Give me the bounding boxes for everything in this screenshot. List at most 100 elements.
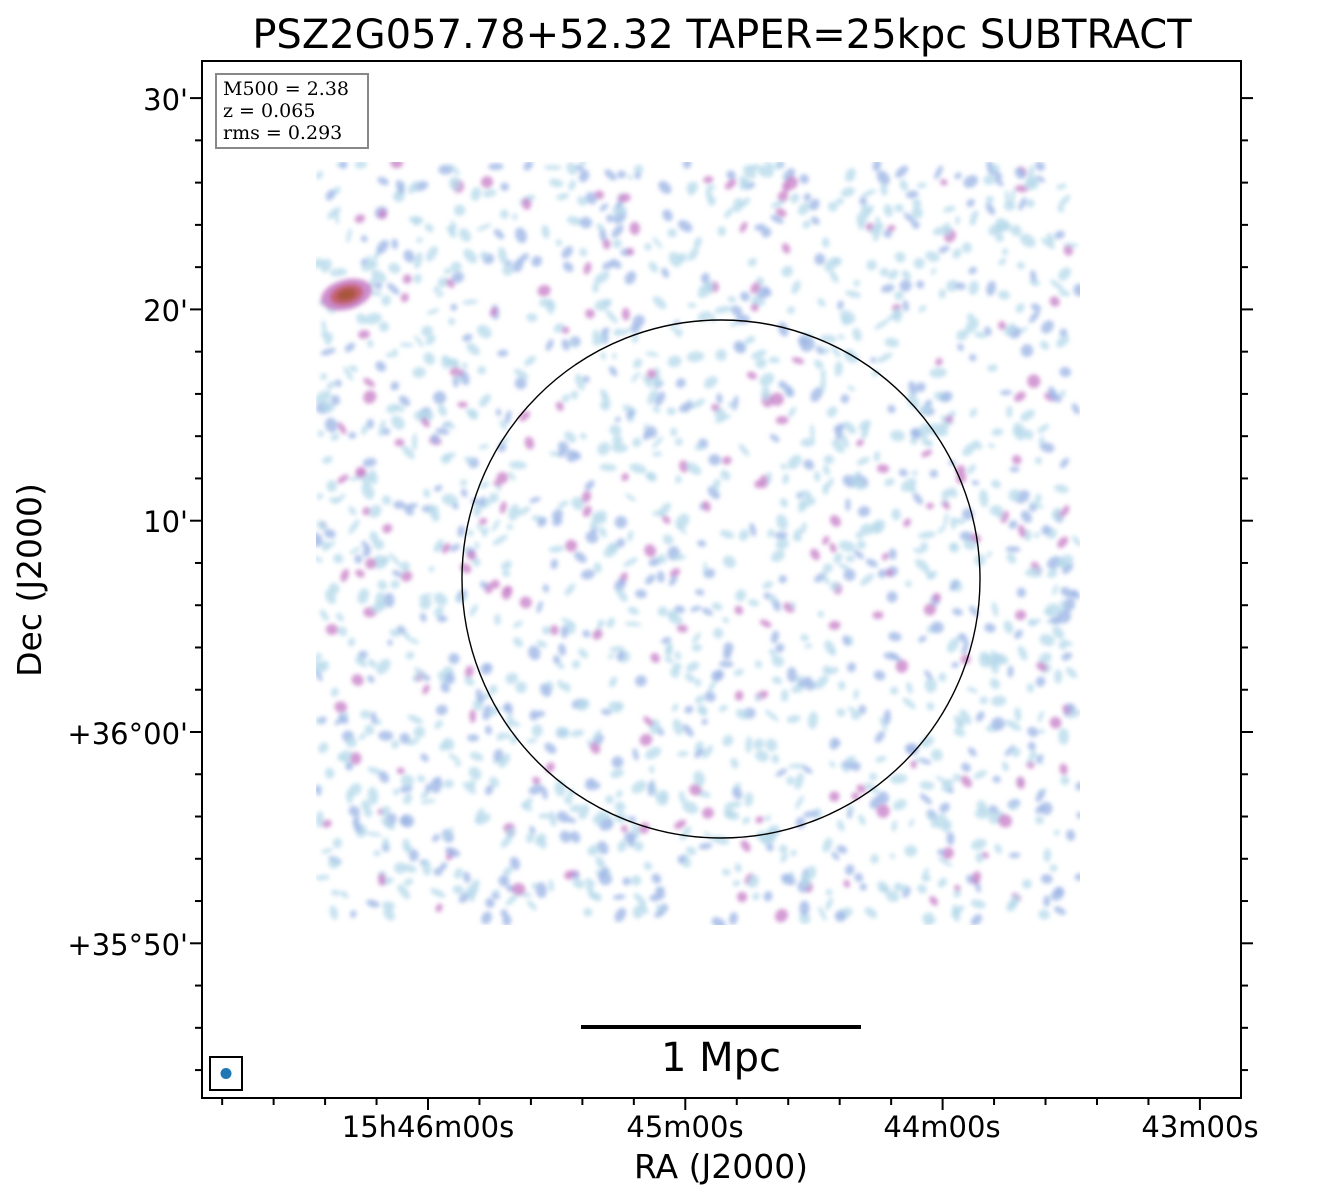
noise-speck bbox=[877, 569, 888, 579]
noise-speck bbox=[448, 227, 457, 239]
noise-speck bbox=[938, 245, 950, 254]
noise-speck bbox=[541, 786, 548, 800]
noise-speck bbox=[775, 162, 782, 170]
noise-speck bbox=[1014, 391, 1026, 402]
noise-speck bbox=[645, 574, 656, 585]
noise-speck bbox=[645, 425, 658, 439]
noise-speck bbox=[755, 816, 764, 824]
noise-speck bbox=[1039, 340, 1050, 350]
noise-speck bbox=[407, 714, 424, 724]
noise-speck bbox=[538, 813, 551, 819]
noise-speck bbox=[762, 286, 772, 297]
noise-speck bbox=[316, 258, 325, 269]
noise-speck bbox=[1035, 804, 1045, 814]
noise-speck bbox=[484, 725, 493, 735]
noise-speck bbox=[883, 229, 893, 238]
noise-speck bbox=[921, 437, 930, 446]
noise-speck bbox=[367, 659, 378, 669]
noise-speck bbox=[518, 410, 531, 422]
noise-speck bbox=[948, 487, 958, 498]
x-tick-labels: 15h46m00s 45m00s 44m00s 43m00s bbox=[342, 1110, 1259, 1144]
noise-speck bbox=[990, 653, 1009, 665]
noise-speck bbox=[449, 164, 460, 176]
noise-speck bbox=[453, 868, 463, 879]
noise-speck bbox=[973, 770, 988, 780]
noise-speck bbox=[1040, 874, 1053, 884]
noise-speck bbox=[570, 729, 585, 738]
noise-speck bbox=[622, 877, 631, 886]
noise-speck bbox=[949, 580, 960, 591]
noise-speck bbox=[748, 599, 760, 607]
noise-speck bbox=[316, 785, 322, 797]
noise-speck bbox=[652, 296, 667, 310]
noise-speck bbox=[876, 352, 893, 363]
noise-speck bbox=[829, 515, 841, 527]
noise-speck bbox=[320, 372, 327, 381]
noise-speck bbox=[695, 589, 705, 596]
noise-speck bbox=[875, 755, 887, 763]
noise-speck bbox=[1076, 811, 1080, 819]
noise-speck bbox=[1022, 879, 1032, 889]
noise-speck bbox=[657, 606, 668, 617]
x-tick-label: 44m00s bbox=[883, 1110, 1000, 1144]
noise-speck bbox=[856, 439, 864, 447]
noise-speck bbox=[632, 437, 642, 448]
noise-speck bbox=[407, 738, 420, 746]
noise-speck bbox=[349, 546, 362, 555]
noise-speck bbox=[1014, 629, 1023, 639]
noise-speck bbox=[674, 651, 682, 660]
noise-speck bbox=[477, 365, 486, 375]
noise-speck bbox=[316, 520, 328, 531]
noise-speck bbox=[679, 402, 694, 413]
noise-speck bbox=[634, 172, 642, 180]
noise-speck bbox=[744, 792, 754, 807]
noise-speck bbox=[600, 708, 612, 716]
noise-speck bbox=[506, 712, 513, 729]
noise-speck bbox=[662, 515, 671, 525]
noise-speck bbox=[678, 220, 693, 233]
noise-speck bbox=[1054, 230, 1065, 240]
noise-speck bbox=[588, 893, 599, 899]
noise-speck bbox=[998, 814, 1013, 828]
noise-speck bbox=[698, 282, 716, 290]
noise-speck bbox=[399, 342, 414, 348]
noise-speck bbox=[613, 328, 622, 337]
noise-speck bbox=[955, 215, 960, 226]
noise-speck bbox=[939, 802, 950, 813]
noise-speck bbox=[722, 617, 730, 624]
noise-speck bbox=[629, 221, 641, 235]
noise-speck bbox=[790, 601, 796, 609]
noise-speck bbox=[711, 602, 723, 611]
noise-speck bbox=[966, 686, 978, 694]
noise-speck bbox=[755, 357, 767, 369]
noise-speck bbox=[714, 669, 725, 681]
noise-speck bbox=[459, 228, 471, 242]
noise-speck bbox=[497, 349, 509, 357]
noise-speck bbox=[499, 419, 507, 431]
noise-speck bbox=[983, 175, 995, 185]
noise-speck bbox=[834, 361, 843, 377]
noise-speck bbox=[922, 912, 934, 923]
noise-speck bbox=[835, 197, 844, 205]
noise-speck bbox=[1053, 669, 1063, 684]
noise-speck bbox=[433, 538, 443, 552]
noise-speck bbox=[329, 905, 338, 921]
noise-speck bbox=[524, 436, 535, 450]
noise-speck bbox=[608, 701, 622, 713]
noise-speck bbox=[954, 518, 966, 525]
noise-speck bbox=[1066, 703, 1076, 713]
noise-speck bbox=[608, 366, 618, 377]
noise-speck bbox=[667, 228, 677, 238]
noise-speck bbox=[766, 843, 774, 852]
noise-speck bbox=[813, 471, 821, 482]
noise-speck bbox=[342, 712, 349, 718]
noise-speck bbox=[1006, 405, 1013, 418]
noise-speck bbox=[354, 214, 366, 224]
noise-speck bbox=[754, 660, 763, 669]
noise-speck bbox=[873, 451, 881, 462]
noise-speck bbox=[1024, 570, 1043, 578]
noise-speck bbox=[376, 239, 389, 254]
noise-speck bbox=[1017, 261, 1025, 270]
noise-speck bbox=[687, 247, 699, 261]
noise-speck bbox=[674, 437, 683, 446]
